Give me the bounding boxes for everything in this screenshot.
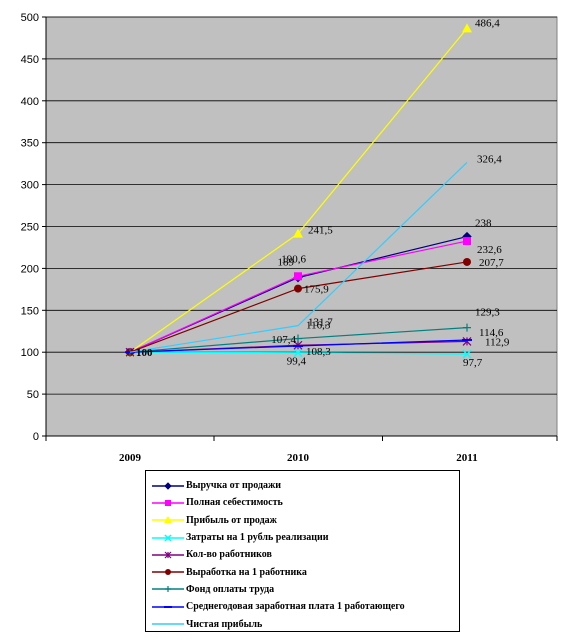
legend-item: Чистая прибыль — [150, 615, 455, 632]
data-label: 238 — [475, 218, 492, 230]
y-tick-label: 50 — [27, 389, 39, 401]
legend-swatch — [152, 516, 184, 524]
data-label: 207,7 — [479, 257, 504, 269]
data-point — [164, 481, 172, 490]
series-line — [126, 257, 471, 357]
legend-item: Затраты на 1 рубль реализации — [150, 529, 455, 546]
legend-label: Выручка от продажи — [186, 480, 282, 492]
data-label: 129,3 — [475, 307, 500, 319]
legend-item: Кол-во работников — [150, 546, 455, 563]
y-tick-label: 100 — [21, 347, 39, 359]
y-tick-label: 300 — [21, 180, 39, 192]
legend-item: Выработка на 1 работника — [150, 563, 455, 580]
legend-swatch — [152, 586, 184, 593]
y-tick-label: 450 — [21, 54, 39, 66]
legend-swatch — [152, 569, 184, 576]
data-label: 190,6 — [281, 253, 306, 265]
legend: Выручка от продажи Полная себестимость При… — [145, 470, 460, 632]
data-point — [294, 284, 302, 293]
legend-swatch — [152, 551, 184, 559]
legend-label: Полная себестимость — [186, 497, 283, 509]
data-point — [462, 336, 472, 346]
line-chart: 0 50 100 150 200 250 300 350 400 450 500 2009 2010 20… — [21, 12, 558, 464]
legend-label: Чистая прибыль — [186, 618, 263, 630]
data-label: 175,9 — [304, 284, 329, 296]
data-point — [294, 272, 302, 281]
data-label: 232,6 — [477, 244, 502, 256]
legend-item: Фонд оплаты труда — [150, 581, 455, 598]
data-label: 326,4 — [477, 153, 502, 165]
legend-swatch — [152, 623, 184, 625]
y-tick-label: 200 — [21, 263, 39, 275]
x-tick-label: 2010 — [287, 452, 310, 464]
data-label: 114,6 — [479, 327, 504, 339]
series-lines — [125, 23, 472, 359]
data-point — [165, 569, 171, 576]
data-point — [164, 534, 172, 542]
y-tick-label: 500 — [21, 12, 39, 24]
data-point — [462, 23, 472, 33]
data-point — [463, 257, 471, 266]
data-label: 107,4 — [271, 334, 296, 346]
data-label: 108,3 — [306, 346, 331, 358]
data-label: 131,7 — [308, 317, 333, 329]
data-point — [463, 237, 471, 246]
legend-label: Кол-во работников — [186, 549, 272, 561]
legend-item: Прибыль от продаж — [150, 512, 455, 529]
data-point — [165, 499, 171, 506]
data-label: 112,9 — [485, 336, 510, 348]
data-point — [462, 349, 472, 359]
data-labels: 189 238 190,6 232,6 241,5 486,4 99,4 97,7 108,3 1… — [136, 17, 510, 369]
legend-item: Полная себестимость — [150, 494, 455, 511]
data-point — [293, 348, 303, 358]
y-tick-label: 150 — [21, 305, 39, 317]
data-label: 486,4 — [475, 17, 500, 29]
y-tick-label: 400 — [21, 96, 39, 108]
legend-swatch — [152, 499, 184, 506]
data-point — [164, 516, 172, 524]
y-tick-label: 250 — [21, 222, 39, 234]
data-label: 241,5 — [308, 225, 333, 237]
x-tick-label: 2011 — [456, 452, 477, 464]
data-label: 189 — [278, 257, 295, 269]
series-line — [129, 162, 468, 353]
data-label: 97,7 — [463, 357, 483, 369]
legend-item: Среднегодовая заработная плата 1 работаю… — [150, 598, 455, 615]
legend-label: Среднегодовая заработная плата 1 работаю… — [186, 601, 405, 613]
data-point — [165, 586, 171, 593]
legend-swatch — [152, 605, 184, 608]
x-tick-label: 2009 — [119, 452, 142, 464]
legend-label: Прибыль от продаж — [186, 514, 277, 526]
data-point — [164, 551, 172, 559]
legend-swatch — [152, 481, 184, 490]
data-label: 99,4 — [287, 356, 307, 368]
y-tick-label: 350 — [21, 138, 39, 150]
tick-labels: 0 50 100 150 200 250 300 350 400 450 500 2009 2010 20… — [21, 12, 478, 464]
data-point — [294, 334, 302, 343]
series-line — [126, 323, 471, 357]
y-tick-label: 0 — [33, 431, 39, 443]
data-point — [463, 323, 471, 332]
series-path — [129, 162, 468, 353]
legend-item: Выручка от продажи — [150, 477, 455, 494]
legend-label: Фонд оплаты труда — [186, 583, 275, 595]
data-label: 116,3 — [306, 320, 331, 332]
data-label: 100 — [136, 347, 153, 359]
legend-label: Затраты на 1 рубль реализации — [186, 532, 329, 544]
legend-swatch — [152, 534, 184, 542]
data-point — [293, 228, 303, 238]
legend-label: Выработка на 1 работника — [186, 566, 307, 578]
